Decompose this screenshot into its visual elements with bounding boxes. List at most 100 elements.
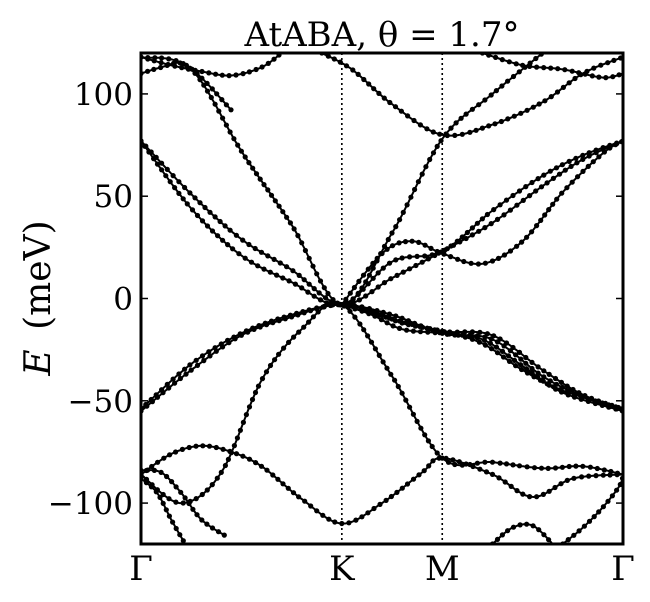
band-point: [614, 472, 620, 478]
band-point: [347, 290, 353, 296]
band-point: [580, 463, 586, 469]
band-point: [376, 90, 382, 96]
band-point: [602, 400, 609, 406]
band-point: [571, 532, 577, 538]
band-point: [145, 467, 151, 473]
band-point: [394, 272, 400, 278]
band-point: [407, 404, 413, 410]
band-point: [169, 479, 175, 485]
band-point: [151, 66, 157, 72]
band-point: [523, 354, 529, 361]
band-point: [347, 308, 353, 314]
band-point: [474, 460, 480, 466]
band-point: [321, 304, 327, 310]
band-point: [418, 425, 424, 431]
band-point: [272, 198, 278, 204]
band-point: [578, 72, 584, 78]
band-point: [177, 532, 183, 538]
band-point: [496, 475, 502, 481]
band-point: [518, 110, 524, 116]
band-point: [301, 310, 307, 316]
band-point: [235, 142, 241, 148]
band-point: [192, 195, 198, 201]
band-point: [603, 75, 609, 81]
band-point: [286, 278, 292, 284]
band-point: [314, 508, 320, 514]
band-point: [574, 160, 580, 166]
band-series-2: [479, 53, 623, 81]
band-point: [499, 348, 506, 354]
band-point: [501, 252, 508, 258]
band-point: [280, 275, 286, 281]
band-point: [389, 230, 395, 236]
band-point: [541, 65, 547, 71]
band-point: [419, 171, 425, 177]
band-point: [193, 443, 199, 449]
band-point: [409, 238, 415, 244]
band-point: [271, 256, 277, 262]
band-point: [404, 327, 410, 333]
band-point: [320, 512, 326, 518]
band-point: [494, 536, 501, 543]
band-point: [560, 84, 567, 90]
band-point: [405, 113, 411, 119]
band-point: [192, 67, 198, 73]
band-point: [193, 357, 199, 363]
band-point: [296, 272, 302, 278]
band-point: [507, 248, 514, 254]
band-point: [428, 245, 434, 251]
band-point: [204, 521, 210, 527]
band-point: [529, 359, 535, 365]
band-point: [422, 253, 428, 259]
band-point: [360, 286, 366, 292]
band-point: [482, 260, 488, 266]
band-point: [482, 97, 488, 103]
band-point: [380, 359, 386, 365]
band-point: [489, 258, 496, 264]
band-point: [430, 458, 436, 464]
band-point: [548, 65, 554, 71]
band-point: [308, 503, 314, 509]
band-point: [220, 115, 226, 121]
band-point: [233, 451, 240, 457]
band-point: [576, 390, 582, 396]
band-point: [282, 316, 288, 322]
band-point: [242, 255, 248, 261]
band-point: [173, 484, 179, 490]
band-point: [458, 115, 464, 121]
band-point: [476, 339, 482, 345]
band-point: [538, 217, 544, 223]
band-point: [425, 438, 431, 444]
band-point: [255, 263, 261, 269]
band-point: [183, 371, 189, 377]
band-point: [399, 390, 405, 396]
band-point: [523, 366, 530, 372]
band-point: [503, 461, 510, 467]
band-point: [212, 101, 218, 107]
band-point: [299, 240, 305, 246]
band-point: [311, 293, 317, 299]
band-point: [456, 459, 462, 465]
band-point: [310, 314, 316, 320]
band-point: [469, 329, 475, 335]
band-point: [209, 482, 215, 488]
band-point: [194, 362, 201, 368]
band-point: [302, 498, 308, 504]
band-point: [513, 363, 519, 369]
band-point: [343, 296, 349, 302]
band-point: [430, 150, 437, 156]
band-point: [148, 149, 154, 155]
band-point: [331, 56, 337, 62]
band-point: [552, 484, 558, 491]
band-point: [459, 131, 465, 137]
band-point: [424, 126, 430, 132]
band-point: [248, 259, 255, 265]
band-point: [395, 383, 401, 390]
band-point: [393, 224, 399, 230]
band-point: [535, 364, 541, 370]
band-point: [587, 464, 594, 470]
band-point: [536, 527, 542, 533]
band-point: [523, 184, 529, 190]
band-point: [261, 266, 267, 272]
band-point: [499, 83, 505, 89]
